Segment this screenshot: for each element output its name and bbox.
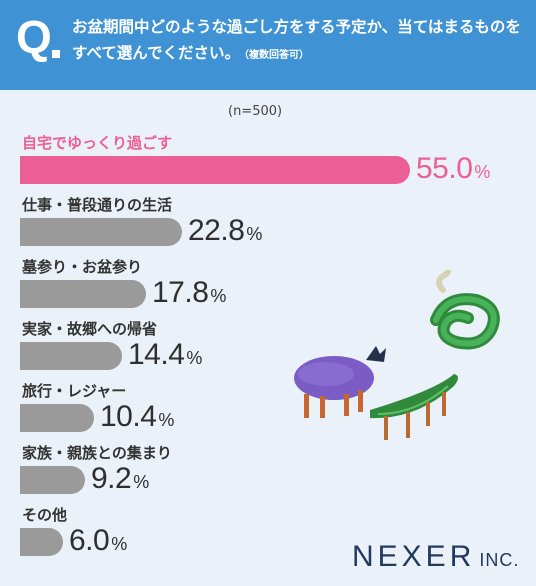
category-label: 家族・親族との集まり — [22, 444, 172, 462]
obon-illustration — [294, 270, 500, 440]
question-text: お盆期間中どのような過ごし方をする予定か、当てはまるものをすべて選んでください。… — [72, 14, 522, 69]
question-mark: Q — [16, 11, 52, 63]
value-label: 22.8% — [188, 216, 262, 246]
value-unit: % — [210, 286, 226, 306]
value-label: 6.0% — [69, 526, 127, 556]
category-label: 墓参り・お盆参り — [22, 258, 143, 276]
bar — [20, 156, 410, 184]
value-number: 22.8 — [188, 214, 245, 247]
bar — [20, 528, 63, 556]
value-number: 17.8 — [152, 276, 209, 309]
value-unit: % — [133, 472, 149, 492]
bar — [20, 404, 94, 432]
logo-name: NEXER — [352, 540, 476, 573]
category-label: 自宅でゆっくり過ごす — [22, 134, 173, 152]
value-number: 9.2 — [91, 462, 132, 495]
question-mark-dot — [52, 50, 60, 58]
logo-suffix: INC. — [479, 550, 520, 570]
value-number: 14.4 — [128, 338, 185, 371]
value-label: 55.0% — [416, 154, 490, 184]
value-number: 10.4 — [100, 400, 157, 433]
eggplant-horse-icon — [294, 346, 386, 418]
value-label: 9.2% — [91, 464, 149, 494]
value-label: 10.4% — [100, 402, 174, 432]
value-number: 55.0 — [416, 152, 473, 185]
bar — [20, 342, 122, 370]
value-unit: % — [158, 410, 174, 430]
value-unit: % — [186, 348, 202, 368]
category-label: 実家・故郷への帰省 — [22, 320, 158, 338]
category-label: 仕事・普段通りの生活 — [22, 196, 173, 214]
mosquito-coil-icon — [430, 270, 500, 350]
category-label: その他 — [22, 506, 68, 524]
value-label: 17.8% — [152, 278, 226, 308]
bar — [20, 218, 182, 246]
value-unit: % — [246, 224, 262, 244]
bar — [20, 280, 146, 308]
bar — [20, 466, 85, 494]
category-label: 旅行・レジャー — [22, 382, 127, 400]
cucumber-horse-icon — [370, 374, 458, 440]
value-unit: % — [474, 162, 490, 182]
value-label: 14.4% — [128, 340, 202, 370]
sample-size: (n=500) — [228, 104, 283, 119]
question-body: お盆期間中どのような過ごし方をする予定か、当てはまるものをすべて選んでください。 — [72, 18, 521, 62]
value-unit: % — [111, 534, 127, 554]
question-note: （複数回答可） — [244, 50, 310, 61]
question-header: Q お盆期間中どのような過ごし方をする予定か、当てはまるものをすべて選んでくださ… — [0, 0, 536, 90]
nexer-logo: NEXER INC. — [352, 540, 519, 574]
value-number: 6.0 — [69, 524, 110, 557]
